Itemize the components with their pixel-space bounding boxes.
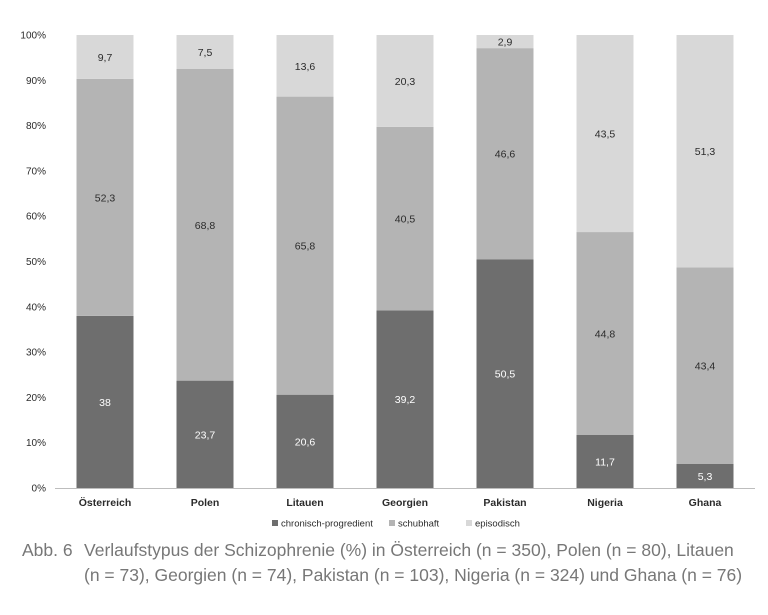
- data-label: 68,8: [195, 220, 216, 232]
- bar-segment: [376, 126, 434, 311]
- data-label: 9,7: [98, 52, 113, 64]
- legend-swatch: [389, 520, 395, 526]
- data-label: 51,3: [695, 146, 716, 158]
- bar-segment: [576, 232, 634, 435]
- caption-text: Verlaufstypus der Schizophrenie (%) in Ö…: [84, 540, 743, 585]
- bar-segment: [76, 35, 134, 79]
- legend-label: schubhaft: [398, 519, 440, 530]
- data-label: 13,6: [295, 61, 316, 73]
- caption-label: Abb. 6: [22, 540, 73, 560]
- legend-label: episodisch: [475, 519, 520, 530]
- y-tick-label: 0%: [32, 484, 47, 495]
- data-label: 23,7: [195, 429, 216, 441]
- x-tick-label: Österreich: [79, 496, 132, 509]
- data-label: 50,5: [495, 369, 516, 381]
- bar-segment: [676, 267, 734, 464]
- bar-segment: [376, 310, 434, 488]
- data-label: 40,5: [395, 214, 416, 226]
- data-label: 43,5: [595, 129, 616, 141]
- data-label: 52,3: [95, 192, 116, 204]
- bar-segment: [676, 35, 734, 268]
- data-label: 2,9: [498, 37, 513, 49]
- y-tick-label: 40%: [26, 302, 46, 313]
- data-label: 20,6: [295, 436, 316, 448]
- bar-segment: [576, 35, 634, 233]
- legend-swatch: [272, 520, 278, 526]
- x-axis-labels: Österreich Polen Litauen Georgien Pakistan Ni…: [79, 496, 722, 509]
- bar-segment: [276, 96, 334, 395]
- bar-segment: [676, 463, 734, 488]
- x-tick-label: Georgien: [382, 497, 428, 509]
- y-tick-label: 10%: [26, 438, 46, 449]
- x-tick-label: Polen: [191, 497, 220, 509]
- data-label: 43,4: [695, 361, 716, 373]
- y-tick-label: 80%: [26, 121, 46, 132]
- y-axis-ticks: 0% 10% 20% 30% 40% 50% 60% 70% 80% 90% 100%: [20, 31, 46, 495]
- bar-segment: [76, 78, 134, 316]
- data-label: 20,3: [395, 76, 416, 88]
- data-label: 11,7: [595, 456, 615, 468]
- chart-legend: chronisch-progredient schubhaft episodisch: [272, 519, 520, 530]
- y-tick-label: 100%: [20, 31, 46, 42]
- data-label: 39,2: [395, 394, 416, 406]
- data-label: 5,3: [698, 471, 713, 483]
- data-label: 7,5: [198, 47, 213, 59]
- x-tick-label: Nigeria: [587, 497, 623, 509]
- bar-segment: [76, 315, 134, 488]
- legend-label: chronisch-progredient: [281, 519, 373, 530]
- bar-segment: [376, 35, 434, 127]
- data-label: 46,6: [495, 149, 516, 161]
- y-tick-label: 60%: [26, 212, 46, 223]
- y-tick-label: 50%: [26, 257, 46, 268]
- x-tick-label: Pakistan: [483, 497, 526, 509]
- bar-segment: [476, 35, 534, 49]
- data-label: 44,8: [595, 329, 616, 341]
- bar-segment: [276, 394, 334, 488]
- data-label: 65,8: [295, 241, 316, 253]
- bar-segment: [176, 380, 234, 488]
- x-tick-label: Ghana: [689, 497, 722, 509]
- bar-segment: [576, 434, 634, 488]
- bar-segment: [176, 68, 234, 381]
- y-tick-label: 30%: [26, 348, 46, 359]
- legend-swatch: [466, 520, 472, 526]
- data-label: 38: [99, 397, 111, 409]
- x-tick-label: Litauen: [286, 497, 323, 509]
- y-tick-label: 70%: [26, 166, 46, 177]
- y-tick-label: 20%: [26, 393, 46, 404]
- bar-segment: [476, 259, 534, 488]
- chart-bars: 38 52,3 9,7 23,7 68,8 7,5 20,6 65,8 13,6 39,2 40,5…: [76, 35, 734, 488]
- stacked-bar-chart: 38 52,3 9,7 23,7 68,8 7,5 20,6 65,8 13,6 39,2 40,5…: [20, 31, 755, 530]
- y-tick-label: 90%: [26, 76, 46, 87]
- bar-segment: [276, 35, 334, 97]
- bar-segment: [176, 35, 234, 69]
- bar-segment: [476, 48, 534, 260]
